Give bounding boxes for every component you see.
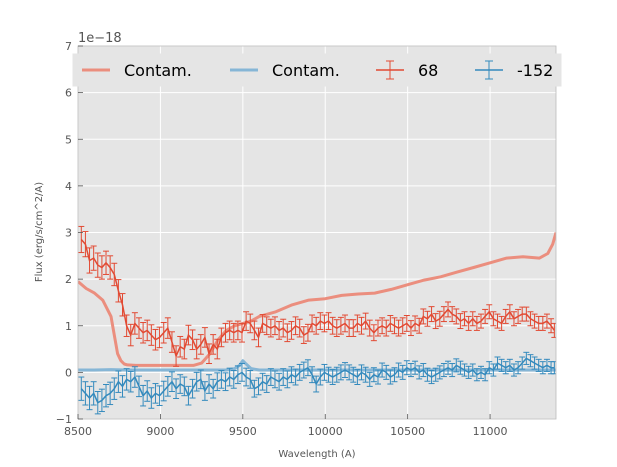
x-tick-label: 8500 xyxy=(64,425,92,438)
y-tick-label: 6 xyxy=(65,87,72,100)
x-tick-label: 9500 xyxy=(229,425,257,438)
legend-label: Contam. xyxy=(124,61,192,80)
contam-line xyxy=(78,359,556,372)
legend-label: 68 xyxy=(418,61,438,80)
y-tick-label: 3 xyxy=(65,227,72,240)
legend-label: -152 xyxy=(517,61,553,80)
y-tick-label: 7 xyxy=(65,40,72,53)
data-line xyxy=(80,239,556,359)
y-axis-label: Flux (erg/s/cm^2/A) xyxy=(34,182,45,282)
legend-label: Contam. xyxy=(272,61,340,80)
data-line xyxy=(80,357,555,404)
legend: Contam. Contam. 68 -152 xyxy=(72,53,562,87)
x-axis-label: Wavelength (A) xyxy=(278,449,355,460)
y-tick-label: −1 xyxy=(56,413,72,426)
y-offset-label: 1e−18 xyxy=(78,31,122,46)
y-tick-label: 4 xyxy=(65,180,72,193)
x-tick-label: 10500 xyxy=(390,425,425,438)
x-tick-label: 10000 xyxy=(308,425,343,438)
plot-area xyxy=(78,225,556,415)
y-tick-label: 5 xyxy=(65,133,72,146)
x-tick-label: 9000 xyxy=(146,425,174,438)
y-tick-label: 2 xyxy=(65,273,72,286)
contam-line xyxy=(78,232,556,367)
y-tick-label: 0 xyxy=(65,366,72,379)
errorbar-series--152 xyxy=(78,351,556,415)
axes: 8500 9000 9500 10000 10500 11000 −1 0 1 2 3 4 5 6 7 xyxy=(56,40,557,438)
errorbar-series-68 xyxy=(78,225,556,367)
x-tick-label: 11000 xyxy=(473,425,508,438)
y-tick-label: 1 xyxy=(65,320,72,333)
